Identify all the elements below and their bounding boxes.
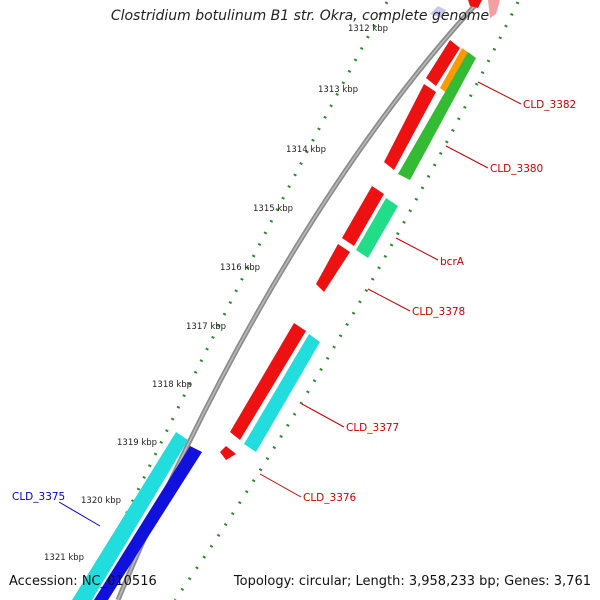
leader-CLD_3382: [477, 81, 522, 105]
genome-summary-text: Topology: circular; Length: 3,958,233 bp…: [233, 574, 591, 589]
gene-arrow-CLD_3382[interactable]: [426, 40, 460, 86]
leader-CLD_3376: [259, 473, 302, 498]
tick-label: 1317 kbp: [186, 322, 226, 332]
tick-label: 1315 kbp: [253, 204, 293, 214]
gene-arrow-CLD_3375[interactable]: [94, 446, 202, 600]
leader-bcrA: [395, 237, 439, 261]
gene-arrow-spring[interactable]: [356, 198, 398, 258]
feature-lavender-top: [430, 6, 446, 18]
gene-label[interactable]: CLD_3376: [303, 492, 357, 504]
leader-CLD_3375: [58, 501, 101, 527]
gene-arrow-small-red[interactable]: [220, 446, 236, 460]
tick-label: 1313 kbp: [318, 85, 358, 95]
gene-label[interactable]: CLD_3382: [523, 99, 576, 111]
tick-label: 1316 kbp: [220, 263, 260, 273]
leader-CLD_3380: [445, 145, 489, 169]
gene-label[interactable]: bcrA: [440, 256, 465, 268]
tick-label: 1312 kbp: [348, 24, 388, 34]
tick-label: 1319 kbp: [117, 438, 157, 448]
gene-arrow-CLD_3377[interactable]: [230, 323, 306, 440]
tick-label: 1321 kbp: [44, 553, 84, 563]
gene-arrow-bcrA[interactable]: [342, 186, 384, 246]
gene-arrow-CLD_3380[interactable]: [384, 84, 436, 170]
gene-label[interactable]: CLD_3378: [412, 306, 465, 318]
tick-label: 1314 kbp: [286, 145, 326, 155]
tick-arc-outer: [83, 1, 389, 600]
gene-label[interactable]: CLD_3377: [346, 422, 399, 434]
gene-label[interactable]: CLD_3375: [12, 491, 65, 503]
gene-arrow-cyan-low[interactable]: [72, 432, 188, 600]
gene-arrow-cyan-mid[interactable]: [244, 334, 320, 452]
leader-CLD_3377: [301, 403, 345, 428]
feature-pink-top: [488, 0, 500, 18]
gene-arrow-green[interactable]: [398, 52, 476, 180]
tick-label: 1318 kbp: [152, 380, 192, 390]
gene-arrow-orange[interactable]: [440, 48, 470, 94]
gene-label[interactable]: CLD_3380: [490, 163, 543, 175]
genome-title: Clostridium botulinum B1 str. Okra, comp…: [110, 8, 490, 24]
accession-text: Accession: NC_010516: [9, 574, 157, 589]
feature-red-top: [468, 0, 482, 8]
leader-CLD_3378: [367, 288, 411, 312]
gene-arrow-CLD_3378[interactable]: [316, 244, 350, 292]
tick-label: 1320 kbp: [81, 496, 121, 506]
